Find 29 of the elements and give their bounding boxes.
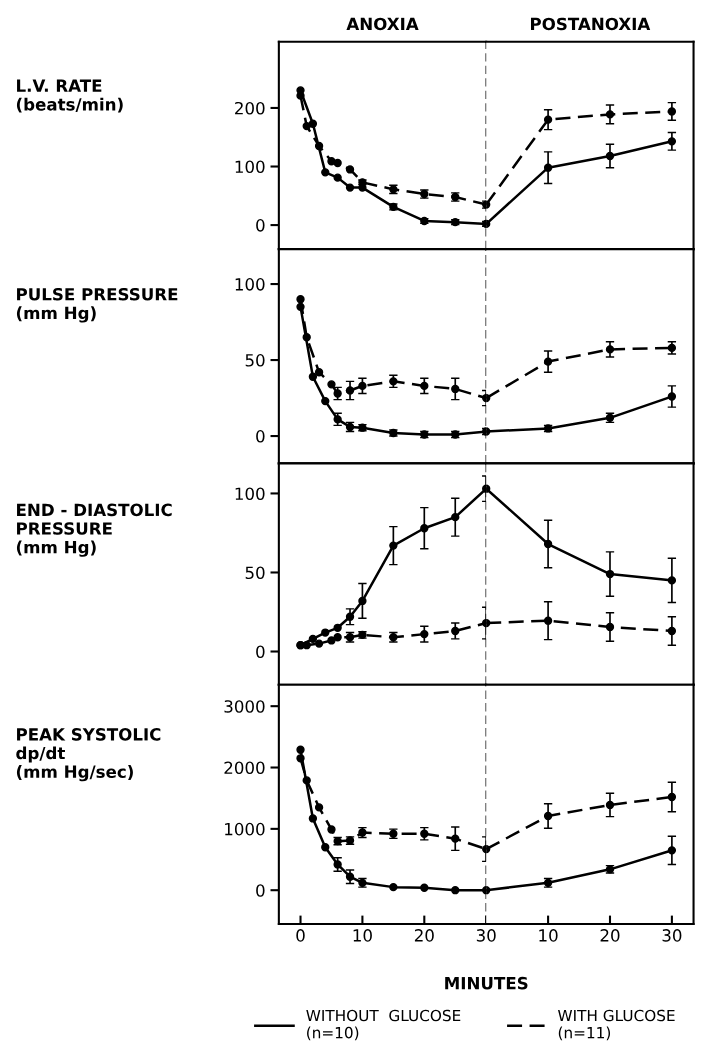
y-tick-label: 50 (245, 566, 265, 580)
y-tick-label: 200 (235, 101, 265, 115)
y-tick-label: 100 (235, 487, 265, 501)
y-axis-title: END - DIASTOLIC PRESSURE (mm Hg) (16, 503, 172, 557)
y-tick-label: 2000 (224, 761, 265, 775)
y-axis-title: L.V. RATE (beats/min) (16, 79, 123, 113)
y-tick-label: 100 (235, 278, 265, 291)
y-axis-title: PULSE PRESSURE (mm Hg) (16, 287, 178, 323)
y-tick-label: 50 (245, 354, 265, 367)
y-axis-title: PEAK SYSTOLIC dp/dt (mm Hg/sec) (16, 728, 161, 782)
x-axis-title: MINUTES (445, 976, 528, 990)
x-tick-label: 30 (476, 929, 496, 942)
x-tick-label: 20 (600, 929, 620, 942)
y-tick-label: 3000 (224, 700, 265, 713)
x-tick-label: 10 (539, 929, 558, 942)
text: ANOXIA (346, 17, 419, 31)
x-tick-label: 0 (296, 929, 305, 942)
y-tick-label: 1000 (225, 822, 265, 836)
x-tick-label: 10 (353, 929, 372, 942)
x-tick-label: 30 (662, 929, 682, 942)
legend-label: WITHOUT GLUCOSE (n=10) (306, 1009, 461, 1041)
text: POSTANOXIA (530, 17, 651, 31)
y-tick-label: 0 (256, 884, 265, 897)
y-tick-label: 100 (235, 160, 265, 174)
y-tick-label: 0 (256, 430, 265, 443)
x-tick-label: 20 (414, 929, 434, 942)
legend-label: WITH GLUCOSE (n=11) (558, 1009, 675, 1041)
y-tick-label: 0 (256, 645, 265, 659)
y-tick-label: 0 (256, 219, 265, 232)
